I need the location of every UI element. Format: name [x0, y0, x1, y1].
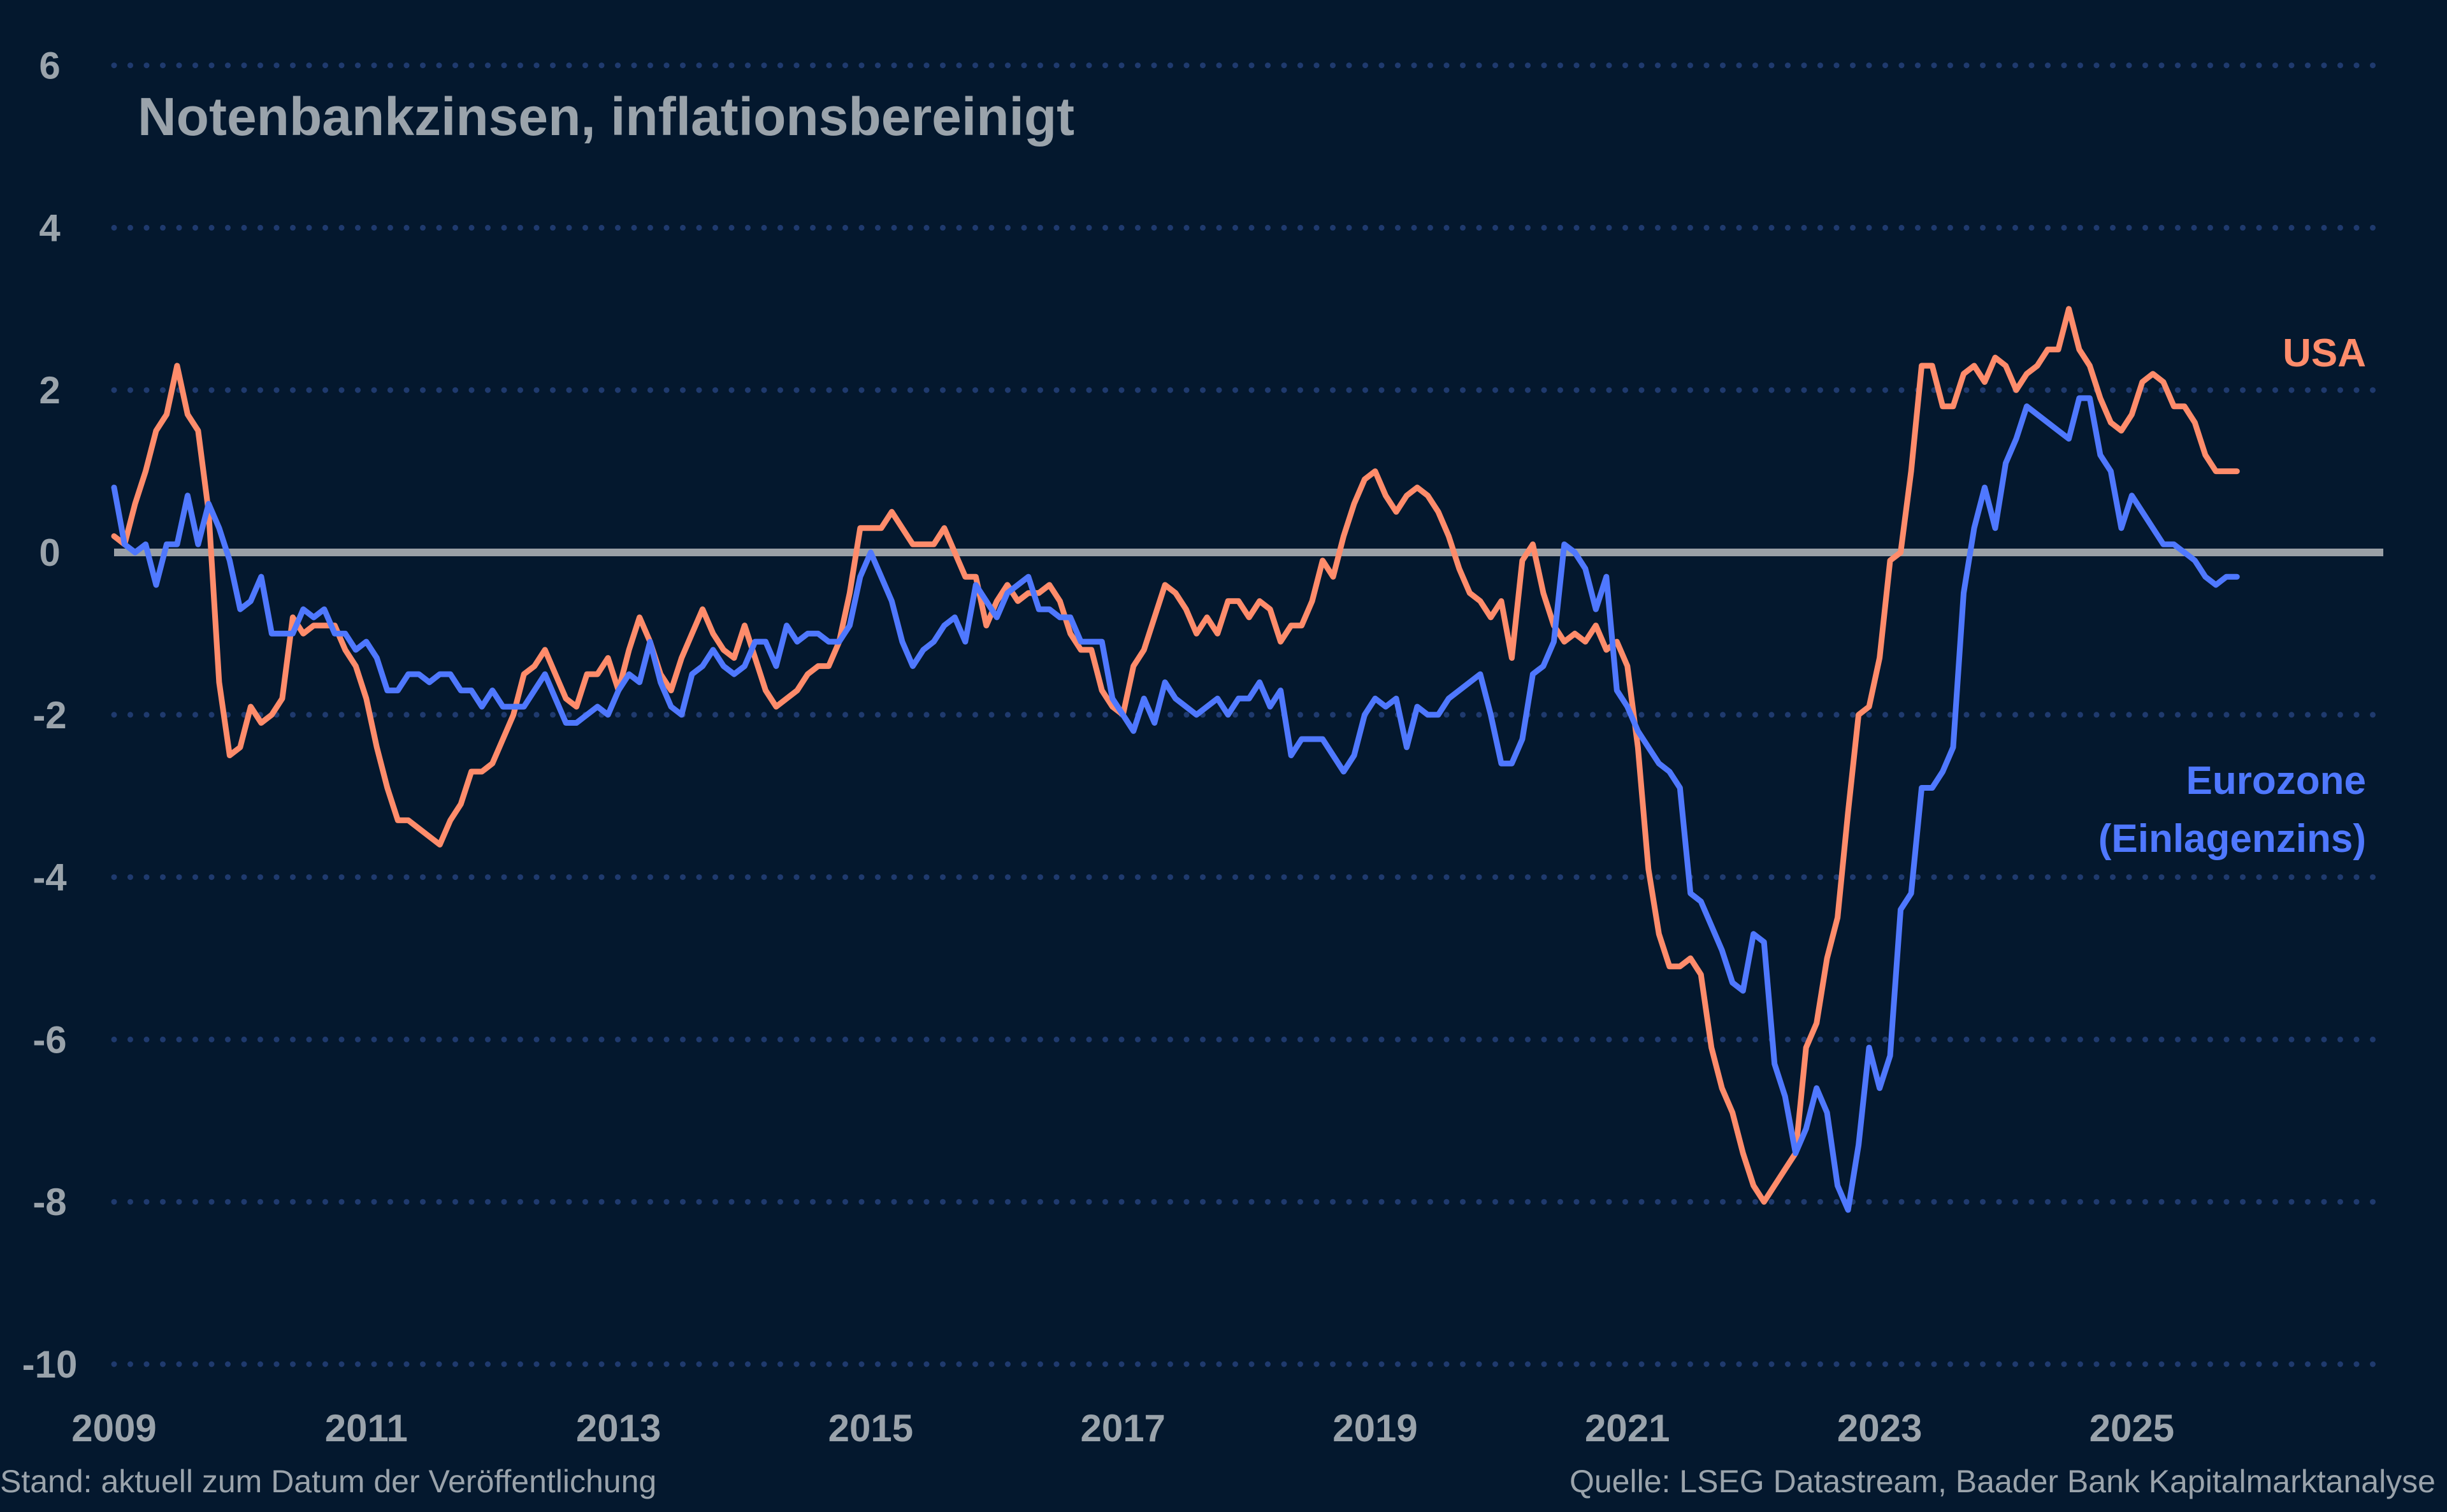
legend-label-eurozone: Eurozone: [2186, 759, 2366, 803]
y-tick-label: 4: [39, 206, 61, 249]
x-tick-label: 2021: [1585, 1407, 1670, 1450]
footer-source: Quelle: LSEG Datastream, Baader Bank Kap…: [1570, 1464, 2436, 1499]
y-tick-label: -10: [22, 1343, 78, 1386]
y-tick-label: -8: [32, 1181, 66, 1223]
series-lines: [111, 306, 2240, 1213]
x-tick-label: 2017: [1080, 1407, 1165, 1450]
x-tick-label: 2019: [1332, 1407, 1417, 1450]
x-tick-label: 2013: [576, 1407, 661, 1450]
y-tick-label: 0: [39, 531, 60, 574]
legend-label-usa: USA: [2283, 331, 2366, 375]
x-tick-label: 2015: [828, 1407, 913, 1450]
x-tick-label: 2011: [325, 1407, 408, 1450]
legend-label-eurozone-sub: (Einlagenzins): [2098, 817, 2366, 861]
series-line-eurozone: [111, 395, 2240, 1213]
x-tick-label: 2023: [1837, 1407, 1922, 1450]
x-axis-ticks: 2009 2011 2013 2015 2017 2019 2021 2023 2025: [71, 1407, 2174, 1450]
x-tick-label: 2009: [71, 1407, 156, 1450]
y-tick-label: -2: [32, 694, 66, 737]
x-tick-label: 2025: [2090, 1407, 2174, 1450]
series-line-usa: [111, 306, 2240, 1205]
y-tick-label: -4: [32, 856, 67, 899]
footer-stand: Stand: aktuell zum Datum der Veröffentli…: [0, 1464, 656, 1499]
y-tick-label: 6: [39, 45, 60, 87]
chart-title: Notenbankzinsen, inflationsbereinigt: [138, 87, 1074, 147]
y-tick-label: 2: [39, 369, 60, 412]
gridlines: [111, 62, 2386, 1367]
y-axis-ticks: 6 4 2 0 -2 -4 -6 -8 -10: [22, 45, 78, 1386]
y-tick-label: -6: [32, 1018, 66, 1061]
